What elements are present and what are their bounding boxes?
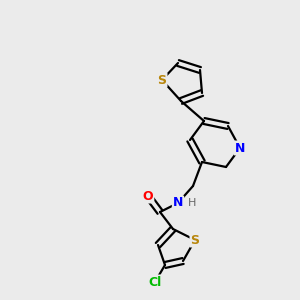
Text: N: N: [235, 142, 245, 154]
Text: S: S: [158, 74, 166, 86]
Text: H: H: [188, 198, 196, 208]
Text: S: S: [190, 233, 200, 247]
Text: Cl: Cl: [148, 275, 162, 289]
Text: N: N: [173, 196, 183, 209]
Text: O: O: [143, 190, 153, 202]
